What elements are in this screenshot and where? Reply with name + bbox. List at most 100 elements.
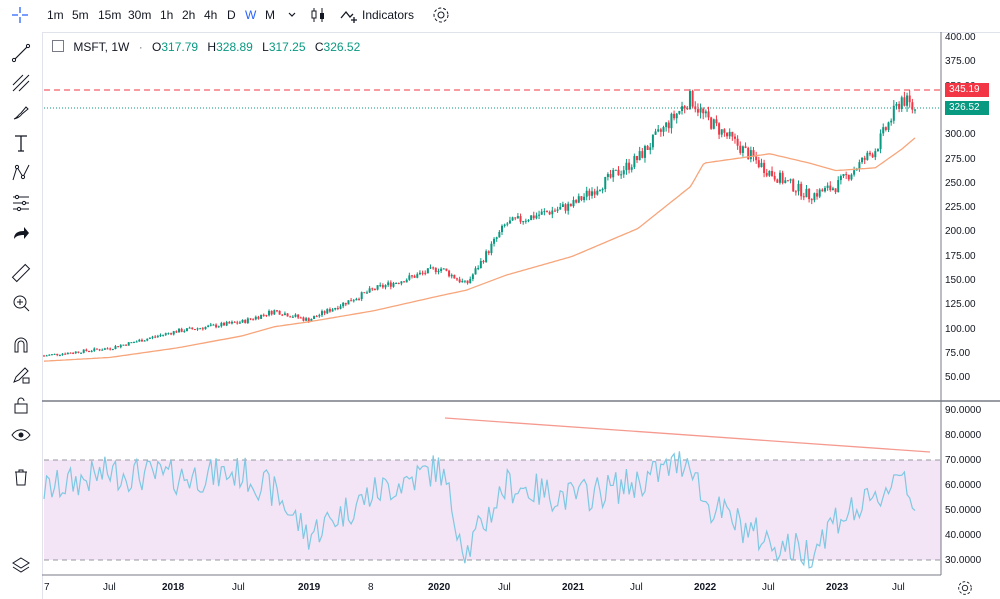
ruler-icon[interactable]	[10, 262, 32, 284]
candle-body	[424, 272, 427, 274]
candle-body	[90, 350, 93, 352]
candle-body	[289, 316, 292, 318]
timeframe-5m[interactable]: 5m	[72, 8, 89, 22]
candle-body	[495, 237, 498, 239]
candle-body	[744, 146, 747, 148]
candle-body	[813, 193, 816, 201]
candle-body	[233, 321, 236, 323]
timeframe-1m[interactable]: 1m	[47, 8, 64, 22]
chevron-down-icon[interactable]	[282, 5, 302, 25]
candle-body	[397, 282, 400, 284]
candle-body	[172, 331, 175, 335]
price-tick-label: 200.00	[945, 226, 976, 238]
text-tool-icon[interactable]	[10, 132, 32, 154]
candle-body	[143, 340, 146, 342]
candle-body	[291, 316, 294, 318]
candle-body	[622, 170, 625, 175]
candle-body	[900, 97, 903, 109]
crosshair-icon[interactable]	[10, 5, 30, 25]
candle-body	[122, 344, 125, 346]
candle-body	[778, 172, 781, 183]
candle-body	[493, 238, 496, 244]
redo-arrow-icon[interactable]	[10, 222, 32, 244]
layers-icon[interactable]	[10, 554, 32, 576]
candle-body	[373, 288, 376, 290]
timeframe-m[interactable]: M	[265, 8, 275, 22]
symbol-name[interactable]: MSFT, 1W	[73, 40, 130, 54]
timeframe-1h[interactable]: 1h	[160, 8, 174, 22]
candle-body	[636, 155, 639, 161]
time-tick-label: 2023	[826, 582, 849, 593]
candle-body	[808, 188, 811, 200]
candle-body	[207, 325, 210, 327]
settings-icon[interactable]	[431, 5, 451, 25]
eye-icon[interactable]	[10, 424, 32, 446]
rsi-trendline[interactable]	[444, 417, 931, 453]
candle-body	[781, 172, 784, 184]
candle-body	[884, 127, 887, 130]
timeframe-30m[interactable]: 30m	[128, 8, 152, 22]
candle-body	[101, 349, 104, 351]
candle-body	[352, 300, 355, 302]
candle-body	[434, 267, 437, 273]
candle-body	[318, 315, 321, 317]
timeframe-w[interactable]: W	[245, 8, 257, 22]
brush-tool-icon[interactable]	[10, 102, 32, 124]
candle-body	[151, 336, 154, 338]
candle-body	[320, 311, 323, 316]
candle-body	[699, 108, 702, 113]
candle-body	[45, 355, 48, 357]
timeframe-15m[interactable]: 15m	[98, 8, 122, 22]
candle-body	[64, 353, 67, 355]
rsi-tick-label: 40.0000	[945, 530, 982, 541]
zoom-in-icon[interactable]	[10, 292, 32, 314]
time-tick-label: 2019	[298, 582, 321, 593]
candle-body	[268, 310, 271, 316]
candle-body	[471, 274, 474, 280]
gann-fib-tool-icon[interactable]	[10, 72, 32, 94]
candle-body	[80, 352, 83, 354]
pattern-tool-icon[interactable]	[10, 162, 32, 184]
candle-body	[720, 129, 723, 135]
candle-body	[879, 133, 882, 150]
candle-body	[688, 91, 691, 110]
candle-body	[440, 268, 443, 272]
candle-body	[342, 302, 345, 307]
candle-body	[323, 311, 326, 314]
candle-body	[201, 328, 204, 330]
trash-icon[interactable]	[10, 466, 32, 488]
candle-body	[88, 350, 91, 352]
axis-settings-icon[interactable]	[956, 579, 974, 597]
candle-body	[646, 146, 649, 150]
candle-body	[299, 317, 302, 319]
candle-body	[360, 292, 363, 300]
candle-body	[185, 328, 188, 331]
candle-body	[455, 278, 458, 280]
timeframe-2h[interactable]: 2h	[182, 8, 196, 22]
candles-icon[interactable]	[308, 5, 328, 25]
magnet-icon[interactable]	[10, 334, 32, 356]
candle-body	[307, 318, 310, 322]
candle-body	[911, 102, 914, 110]
candle-body	[569, 203, 572, 207]
candle-body	[831, 188, 834, 191]
candle-body	[755, 156, 758, 161]
candle-body	[802, 196, 805, 198]
indicators-icon[interactable]	[339, 5, 359, 25]
legend-grid-icon[interactable]	[52, 40, 64, 52]
pencil-lock-icon[interactable]	[10, 364, 32, 386]
candle-body	[260, 314, 263, 319]
candle-body	[178, 328, 181, 333]
timeframe-4h[interactable]: 4h	[204, 8, 218, 22]
candle-body	[347, 300, 350, 305]
candle-body	[604, 177, 607, 190]
indicators-button[interactable]: Indicators	[362, 8, 415, 22]
lock-icon[interactable]	[10, 394, 32, 416]
prediction-tool-icon[interactable]	[10, 192, 32, 214]
candle-body	[265, 314, 268, 316]
price-tick-label: 225.00	[945, 202, 976, 214]
trendline-tool-icon[interactable]	[10, 42, 32, 64]
candle-body	[294, 314, 297, 317]
timeframe-d[interactable]: D	[227, 8, 236, 22]
